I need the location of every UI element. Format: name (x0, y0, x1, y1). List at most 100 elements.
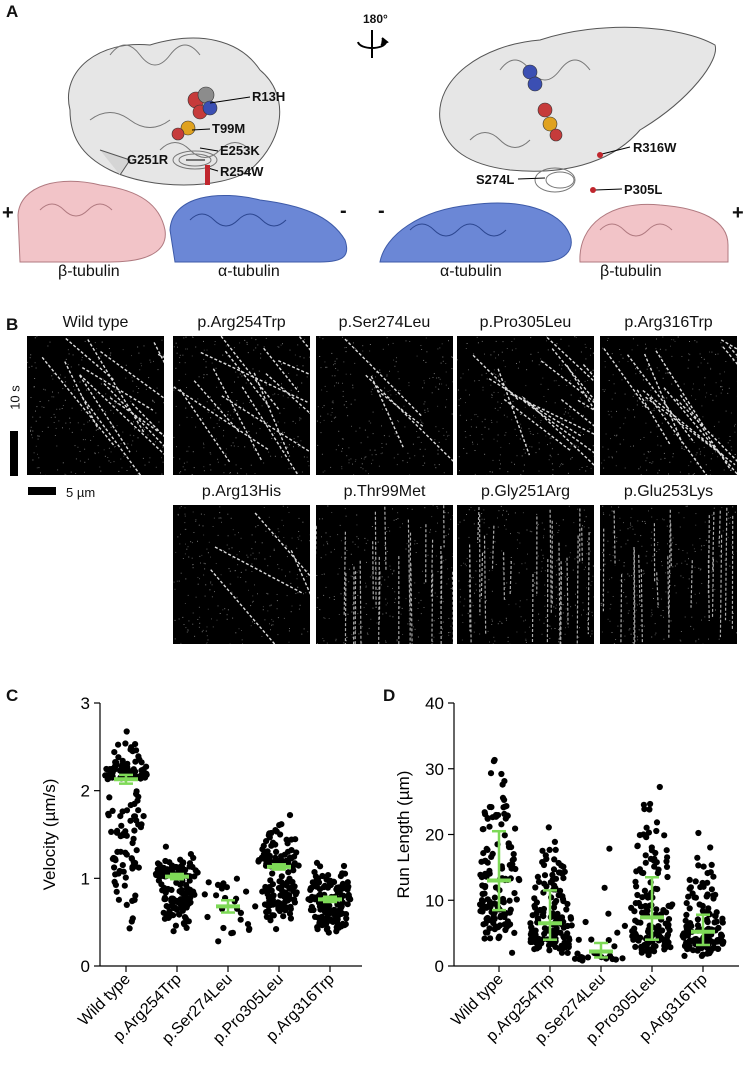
kymograph-noise (186, 416, 188, 418)
kymograph-noise (488, 579, 490, 581)
kymograph-noise (556, 560, 558, 562)
kymograph-noise (173, 581, 175, 583)
kymograph-noise (550, 437, 552, 439)
kymograph-noise (704, 384, 705, 386)
kymograph-noise (270, 629, 271, 631)
kymograph-noise (204, 595, 206, 597)
kymograph-noise (447, 512, 449, 514)
kymograph-noise (500, 446, 502, 448)
kymograph-noise (567, 412, 569, 414)
kymograph-noise (47, 345, 49, 347)
kymograph-noise (445, 438, 447, 440)
data-point (214, 881, 222, 888)
kymograph-noise (448, 533, 449, 535)
kymograph-noise (351, 425, 352, 427)
kymograph-noise (636, 404, 638, 406)
kymograph-noise (301, 382, 303, 384)
kymograph-noise (662, 336, 664, 338)
kymograph-noise (33, 452, 35, 454)
kymograph-noise (442, 628, 443, 630)
kymograph-noise (619, 579, 621, 581)
kymograph-noise (195, 346, 197, 348)
kymograph-noise (152, 400, 154, 402)
kymograph-noise (203, 470, 205, 472)
kymograph-noise (320, 432, 322, 434)
kymograph-noise (326, 391, 328, 392)
kymograph-track (491, 525, 495, 571)
kymograph-noise (224, 608, 226, 610)
kymograph-noise (583, 568, 585, 570)
kymograph-noise (544, 570, 546, 572)
plus-end-right: + (732, 202, 744, 224)
kymograph-noise (636, 636, 638, 638)
kymograph-noise (386, 374, 388, 376)
kymograph-noise (650, 615, 652, 617)
kymo-title-glu253lys: p.Glu253Lys (623, 483, 714, 500)
kymograph-track (503, 398, 572, 452)
kymograph-noise (699, 353, 701, 355)
kymograph-noise (408, 385, 410, 387)
kymograph-noise (267, 610, 269, 612)
kymograph-noise (297, 592, 299, 594)
kymograph-noise (705, 464, 707, 466)
kymograph-noise (417, 436, 419, 438)
kymograph-noise (423, 582, 425, 584)
kymograph-noise (556, 522, 557, 524)
kymograph-noise (194, 635, 196, 637)
kymograph-noise (336, 358, 338, 360)
kymograph-noise (501, 351, 503, 353)
kymograph-noise (713, 507, 715, 509)
kymograph-noise (687, 367, 689, 369)
kymograph-noise (695, 524, 697, 526)
kymograph-noise (37, 435, 39, 437)
kymograph-noise (215, 563, 217, 564)
kymograph-noise (483, 509, 485, 511)
kymograph-noise (408, 617, 410, 619)
kymograph-noise (512, 400, 514, 402)
kymograph-noise (366, 561, 367, 563)
kymograph-noise (718, 538, 720, 540)
kymograph-noise (405, 598, 407, 600)
kymograph-noise (226, 544, 228, 546)
data-point (119, 862, 126, 869)
kymograph-noise (129, 466, 131, 468)
kymograph-noise (32, 459, 34, 461)
kymograph-noise (709, 530, 711, 532)
kymograph-noise (96, 348, 98, 350)
kymograph-noise (325, 586, 327, 588)
data-point (282, 907, 289, 914)
kymograph-noise (570, 445, 572, 447)
data-point (565, 941, 572, 948)
kymograph-noise (564, 595, 566, 597)
kymograph-noise (157, 369, 159, 371)
kymograph-noise (161, 457, 162, 459)
kymograph-noise (224, 361, 226, 363)
kymograph-noise (721, 346, 723, 348)
kymograph-noise (484, 353, 485, 355)
kymograph-noise (718, 638, 720, 640)
kymograph-noise (647, 365, 649, 367)
kymograph-noise (127, 443, 129, 445)
kymograph-noise (412, 626, 414, 628)
kymograph-noise (406, 461, 408, 463)
kymograph-noise (121, 467, 123, 469)
kymograph-noise (695, 640, 697, 642)
kymograph-noise (337, 369, 339, 371)
kymograph-noise (643, 437, 645, 438)
kymograph-noise (422, 570, 423, 572)
kymograph-noise (731, 449, 733, 451)
data-point (173, 879, 180, 886)
kymograph-noise (186, 631, 188, 633)
kymograph-noise (131, 377, 133, 379)
kymograph-noise (625, 596, 627, 598)
kymograph-noise (515, 348, 517, 350)
kymograph-noise (357, 546, 359, 548)
kymograph-noise (224, 419, 226, 421)
kymograph-noise (569, 408, 571, 410)
kymograph-noise (351, 611, 353, 613)
kymograph-noise (526, 599, 528, 601)
kymograph-noise (276, 600, 278, 602)
kymograph-noise (634, 533, 636, 535)
kymograph-track (483, 535, 487, 636)
kymograph-noise (723, 469, 725, 471)
